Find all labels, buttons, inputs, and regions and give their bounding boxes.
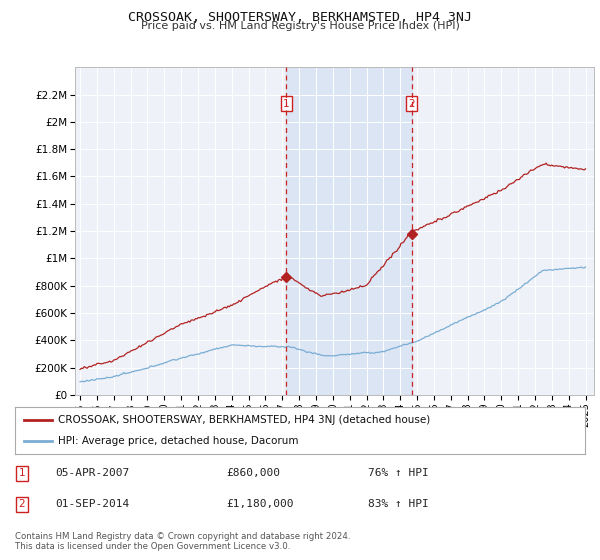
Text: 76% ↑ HPI: 76% ↑ HPI <box>368 468 429 478</box>
Text: HPI: Average price, detached house, Dacorum: HPI: Average price, detached house, Daco… <box>58 436 298 446</box>
Text: 2: 2 <box>19 499 25 509</box>
Text: Contains HM Land Registry data © Crown copyright and database right 2024.
This d: Contains HM Land Registry data © Crown c… <box>15 532 350 552</box>
Text: £1,180,000: £1,180,000 <box>226 499 293 509</box>
Bar <box>286 67 412 395</box>
Text: 83% ↑ HPI: 83% ↑ HPI <box>368 499 429 509</box>
Text: Price paid vs. HM Land Registry's House Price Index (HPI): Price paid vs. HM Land Registry's House … <box>140 21 460 31</box>
Text: 1: 1 <box>283 99 290 109</box>
Text: 05-APR-2007: 05-APR-2007 <box>55 468 129 478</box>
Text: CROSSOAK, SHOOTERSWAY, BERKHAMSTED, HP4 3NJ: CROSSOAK, SHOOTERSWAY, BERKHAMSTED, HP4 … <box>128 11 472 24</box>
Text: 2: 2 <box>408 99 415 109</box>
Text: 1: 1 <box>19 468 25 478</box>
Text: CROSSOAK, SHOOTERSWAY, BERKHAMSTED, HP4 3NJ (detached house): CROSSOAK, SHOOTERSWAY, BERKHAMSTED, HP4 … <box>58 414 430 424</box>
Text: 01-SEP-2014: 01-SEP-2014 <box>55 499 129 509</box>
Text: £860,000: £860,000 <box>226 468 280 478</box>
